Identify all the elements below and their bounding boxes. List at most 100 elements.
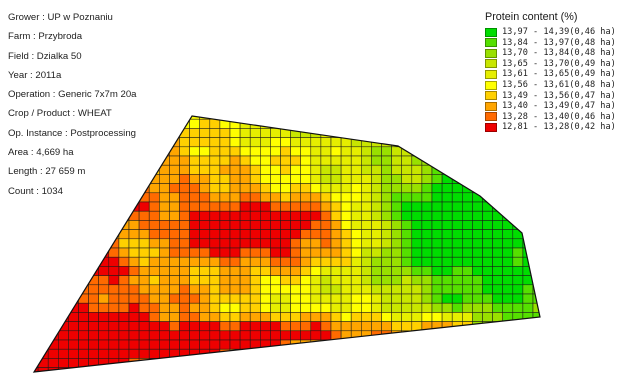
map-cell (472, 229, 483, 240)
map-cell (401, 155, 413, 166)
map-cell (189, 192, 200, 203)
map-cell (229, 266, 241, 276)
legend-range: 13,61 - 13,65 (502, 69, 570, 80)
map-cell (330, 183, 342, 194)
map-cell (88, 146, 99, 157)
map-cell (361, 321, 372, 332)
map-cell (138, 201, 150, 212)
map-cell (492, 293, 503, 304)
map-cell (421, 293, 433, 304)
map-cell (219, 284, 231, 295)
legend-swatch (485, 112, 497, 122)
map-cell (34, 118, 39, 129)
map-cell (37, 229, 49, 240)
map-cell (189, 293, 200, 304)
map-cell (118, 275, 130, 286)
map-cell (522, 174, 534, 184)
map-cell (280, 238, 291, 249)
map-cell (502, 321, 514, 332)
legend-item: 12,81 - 13,28 (0,42 ha) (485, 122, 616, 133)
map-cell (320, 116, 332, 120)
map-cell (290, 146, 301, 157)
map-cell (189, 312, 200, 322)
map-cell (502, 220, 514, 230)
map-cell (249, 146, 261, 157)
map-cell (58, 339, 69, 350)
legend-range: 13,65 - 13,70 (502, 58, 570, 69)
map-cell (108, 192, 120, 203)
map-cell (462, 210, 473, 221)
map-cell (290, 256, 301, 267)
map-cell (128, 339, 140, 350)
map-cell (340, 238, 352, 249)
field-info-line: Operation : Generic 7x7m 20a (8, 89, 137, 101)
map-cell (199, 128, 211, 138)
map-cell (310, 116, 322, 120)
map-cell (340, 247, 352, 258)
map-cell (411, 116, 423, 120)
map-cell (128, 293, 140, 304)
map-cell (391, 348, 402, 359)
map-cell (270, 220, 281, 230)
map-cell (300, 192, 312, 203)
map-cell (138, 128, 150, 138)
map-cell (320, 284, 332, 295)
map-cell (401, 192, 413, 203)
map-cell (249, 137, 261, 148)
map-cell (179, 284, 190, 295)
map-cell (472, 348, 483, 359)
map-cell (350, 220, 362, 230)
map-cell (199, 367, 211, 372)
map-cell (209, 238, 221, 249)
map-cell (502, 367, 514, 372)
legend-area: (0,48 ha) (569, 37, 616, 48)
map-cell (421, 238, 433, 249)
map-cell (108, 266, 120, 276)
map-cell (118, 210, 130, 221)
map-cell (371, 275, 382, 286)
map-cell (118, 146, 130, 157)
map-cell (128, 137, 140, 148)
map-cell (371, 284, 382, 295)
map-cell (118, 201, 130, 212)
map-cell (371, 266, 382, 276)
map-cell (381, 164, 392, 175)
map-cell (118, 367, 130, 372)
map-cell (532, 256, 540, 267)
map-cell (512, 275, 524, 286)
legend: Protein content (%) 13,97 - 14,39 (0,46 h… (485, 11, 616, 132)
map-cell (148, 164, 160, 175)
map-cell (472, 275, 483, 286)
map-cell (169, 266, 180, 276)
map-cell (260, 312, 271, 322)
map-cell (47, 238, 59, 249)
map-cell (189, 229, 200, 240)
map-cell (118, 293, 130, 304)
map-cell (199, 302, 211, 313)
map-cell (411, 367, 423, 372)
map-cell (411, 164, 423, 175)
map-cell (401, 321, 413, 332)
map-cell (78, 293, 89, 304)
map-cell (37, 174, 49, 184)
map-cell (179, 220, 190, 230)
map-cell (159, 266, 170, 276)
map-cell (138, 137, 150, 148)
map-cell (138, 238, 150, 249)
map-cell (492, 201, 503, 212)
map-cell (300, 312, 312, 322)
map-cell (249, 229, 261, 240)
map-cell (502, 229, 514, 240)
map-cell (431, 238, 443, 249)
map-cell (260, 192, 271, 203)
map-cell (421, 312, 433, 322)
map-cell (462, 220, 473, 230)
map-cell (179, 183, 190, 194)
map-cell (300, 210, 312, 221)
map-cell (199, 183, 211, 194)
map-cell (472, 210, 483, 221)
map-cell (340, 118, 352, 129)
map-cell (159, 137, 170, 148)
map-cell (239, 312, 251, 322)
map-cell (290, 174, 301, 184)
